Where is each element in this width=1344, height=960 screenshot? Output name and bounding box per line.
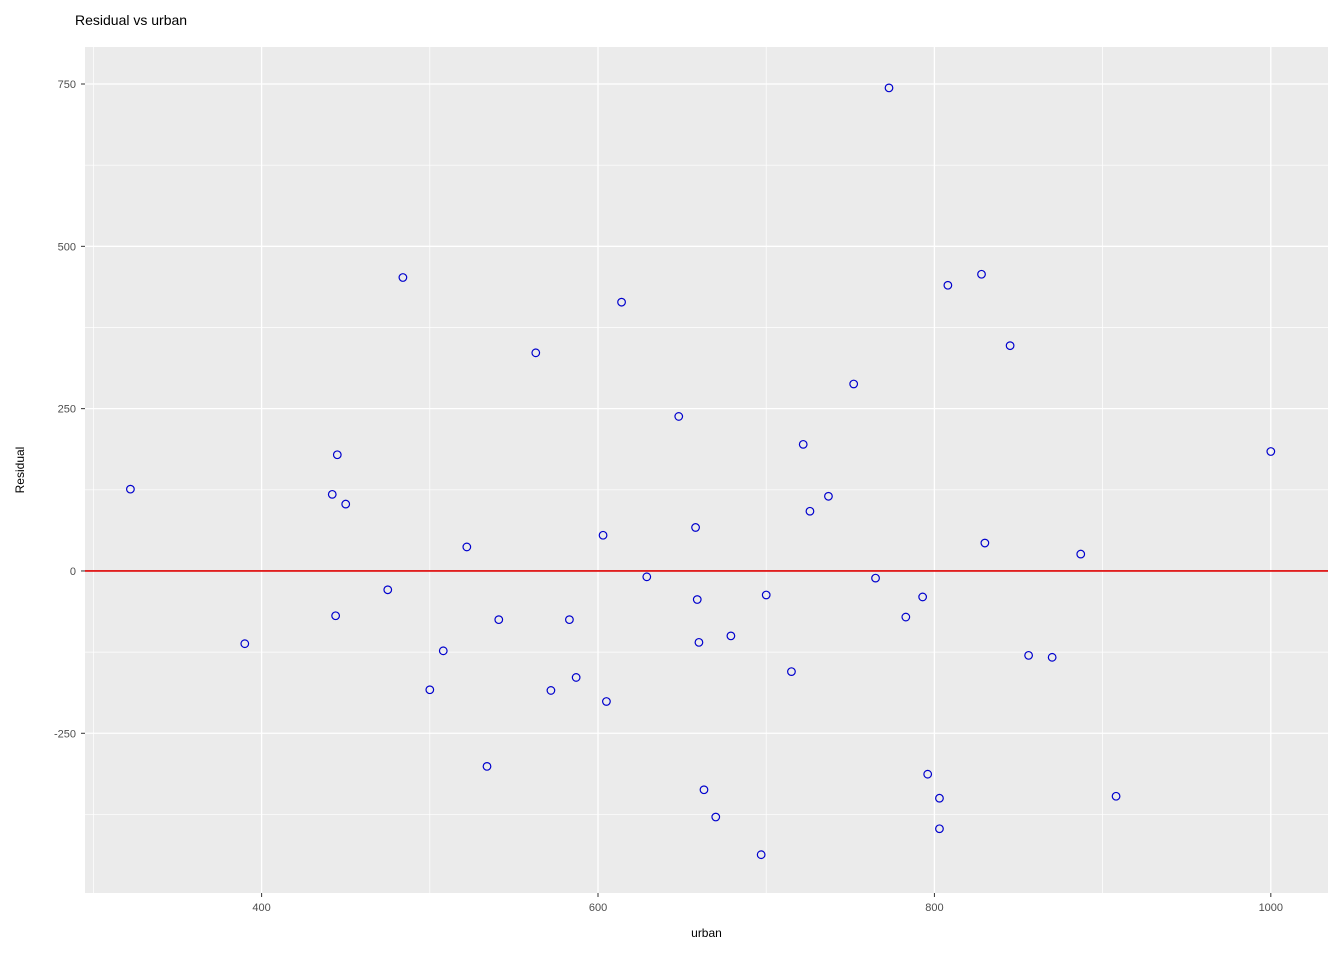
data-point	[935, 793, 944, 803]
data-point	[674, 412, 684, 421]
y-tick-label: 750	[58, 79, 76, 91]
data-point	[1266, 447, 1276, 456]
data-point	[805, 506, 815, 516]
data-point	[331, 611, 341, 621]
data-point	[849, 379, 859, 389]
data-point	[398, 273, 408, 282]
x-axis-label: urban	[691, 926, 722, 940]
y-tick-label: 0	[70, 566, 76, 578]
data-point	[761, 590, 771, 600]
data-point	[787, 667, 796, 676]
x-tick-label: 600	[589, 902, 607, 914]
data-point	[884, 83, 894, 93]
data-point	[692, 595, 702, 604]
data-point	[571, 673, 581, 682]
data-point	[923, 769, 933, 779]
data-point	[240, 639, 250, 649]
data-point	[642, 572, 652, 582]
data-point	[383, 585, 393, 595]
data-point	[918, 592, 928, 602]
data-point	[1005, 341, 1015, 351]
y-tick-label: 250	[58, 404, 76, 416]
data-point	[602, 697, 611, 706]
data-point	[977, 269, 986, 279]
data-point	[482, 761, 492, 771]
y-tick-label: 500	[58, 241, 76, 253]
data-point	[494, 615, 504, 625]
data-point	[691, 523, 700, 532]
data-point	[980, 538, 990, 548]
data-point	[617, 297, 626, 307]
data-point	[598, 530, 608, 540]
data-point	[943, 280, 953, 290]
data-point	[438, 646, 448, 656]
data-point	[824, 491, 833, 501]
data-point	[798, 439, 808, 449]
data-point	[425, 685, 435, 695]
data-point	[1024, 650, 1034, 660]
data-point	[341, 499, 351, 509]
x-tick-label: 400	[252, 902, 270, 914]
y-tick-label: -250	[54, 728, 76, 740]
data-point	[531, 348, 541, 358]
data-point	[901, 612, 911, 622]
data-point	[565, 615, 574, 625]
data-point	[699, 785, 709, 795]
data-point	[1076, 549, 1086, 559]
data-point	[546, 686, 556, 695]
data-point	[126, 484, 135, 494]
data-point	[1047, 652, 1057, 662]
data-point	[462, 542, 472, 552]
data-point	[871, 573, 880, 583]
x-tick-label: 1000	[1259, 902, 1283, 914]
x-tick-label: 800	[925, 902, 943, 914]
data-point	[1111, 791, 1121, 801]
data-point	[332, 450, 342, 460]
chart-title: Residual vs urban	[75, 12, 188, 28]
data-point	[935, 824, 944, 834]
data-point	[694, 637, 704, 647]
data-point	[327, 489, 337, 499]
data-point	[726, 631, 736, 641]
data-point	[756, 850, 766, 860]
data-point	[711, 812, 721, 822]
plot-panel	[85, 47, 1328, 893]
y-axis-label: Residual	[13, 446, 27, 494]
